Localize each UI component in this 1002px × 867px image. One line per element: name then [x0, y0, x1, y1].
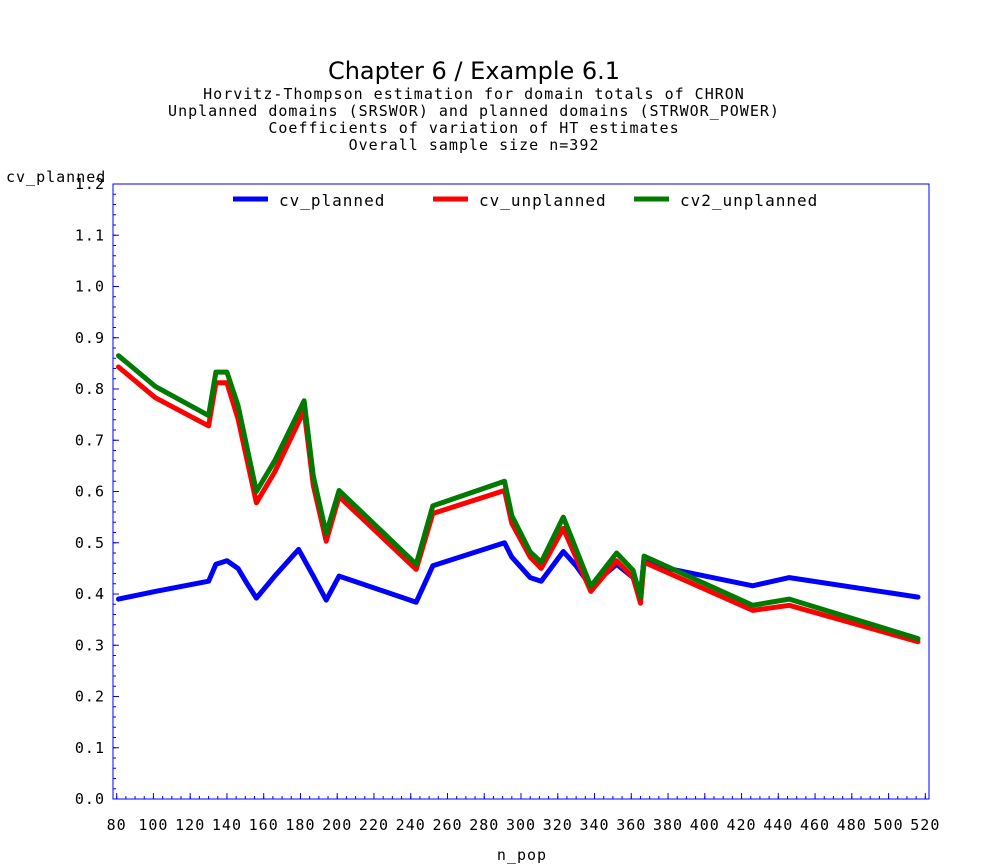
- chart-subtitle-3: Coefficients of variation of HT estimate…: [268, 119, 679, 137]
- x-tick-label: 400: [690, 816, 720, 834]
- plot-frame: [112, 183, 930, 800]
- x-tick-label: 300: [506, 816, 536, 834]
- y-tick-label: 0.0: [75, 790, 105, 808]
- x-tick-label: 520: [910, 816, 940, 834]
- y-tick-label: 0.7: [75, 431, 105, 449]
- x-tick-label: 200: [322, 816, 352, 834]
- series-line-cv2-unplanned: [116, 353, 921, 642]
- y-tick-label: 1.2: [75, 175, 105, 193]
- x-tick-label: 500: [874, 816, 904, 834]
- x-tick-label: 420: [726, 816, 756, 834]
- legend-label-cv2-unplanned: cv2_unplanned: [680, 191, 818, 210]
- x-tick-label: 140: [212, 816, 242, 834]
- y-axis-label: cv_planned: [6, 168, 106, 186]
- x-tick-label: 160: [249, 816, 279, 834]
- x-tick-label: 180: [285, 816, 315, 834]
- y-tick-label: 0.9: [75, 329, 105, 347]
- x-tick-label: 460: [800, 816, 830, 834]
- x-tick-label: 80: [107, 816, 127, 834]
- y-tick-label: 0.3: [75, 636, 105, 654]
- x-tick-label: 380: [653, 816, 683, 834]
- x-tick-label: 480: [837, 816, 867, 834]
- y-tick-label: 0.8: [75, 380, 105, 398]
- chart-subtitle-4: Overall sample size n=392: [349, 136, 600, 154]
- x-axis-label: n_pop: [497, 846, 547, 864]
- x-tick-label: 440: [763, 816, 793, 834]
- chart-subtitle-1: Horvitz-Thompson estimation for domain t…: [203, 85, 745, 103]
- x-tick-label: 240: [396, 816, 426, 834]
- x-tick-label: 260: [432, 816, 462, 834]
- x-tick-label: 100: [138, 816, 168, 834]
- y-tick-label: 0.2: [75, 688, 105, 706]
- x-tick-label: 120: [175, 816, 205, 834]
- chart-title: Chapter 6 / Example 6.1: [328, 57, 620, 85]
- x-tick-label: 360: [616, 816, 646, 834]
- series-lines: [116, 353, 921, 645]
- y-tick-label: 1.0: [75, 278, 105, 296]
- x-tick-label: 280: [469, 816, 499, 834]
- x-tick-label: 220: [359, 816, 389, 834]
- series-line-cv-planned: [116, 540, 921, 605]
- x-tick-label: 320: [543, 816, 573, 834]
- x-axis-ticks: 80 100 120 140 160 180 200 220 240 260 280 300 320 34…: [107, 793, 940, 834]
- y-tick-label: 0.6: [75, 483, 105, 501]
- y-tick-label: 0.4: [75, 585, 105, 603]
- y-axis-ticks: 0.0 0.1 0.2 0.3 0.4 0.5 0.6 0.7 0.8 0.9 1.0 1.1 1.2: [75, 175, 119, 808]
- y-tick-label: 0.5: [75, 534, 105, 552]
- legend: cv_planned cv_unplanned cv2_unplanned: [233, 191, 818, 210]
- legend-label-cv-unplanned: cv_unplanned: [479, 191, 607, 210]
- x-tick-label: 340: [579, 816, 609, 834]
- chart-subtitle-2: Unplanned domains (SRSWOR) and planned d…: [168, 102, 780, 120]
- y-tick-label: 0.1: [75, 739, 105, 757]
- legend-label-cv-planned: cv_planned: [279, 191, 385, 210]
- y-tick-label: 1.1: [75, 226, 105, 244]
